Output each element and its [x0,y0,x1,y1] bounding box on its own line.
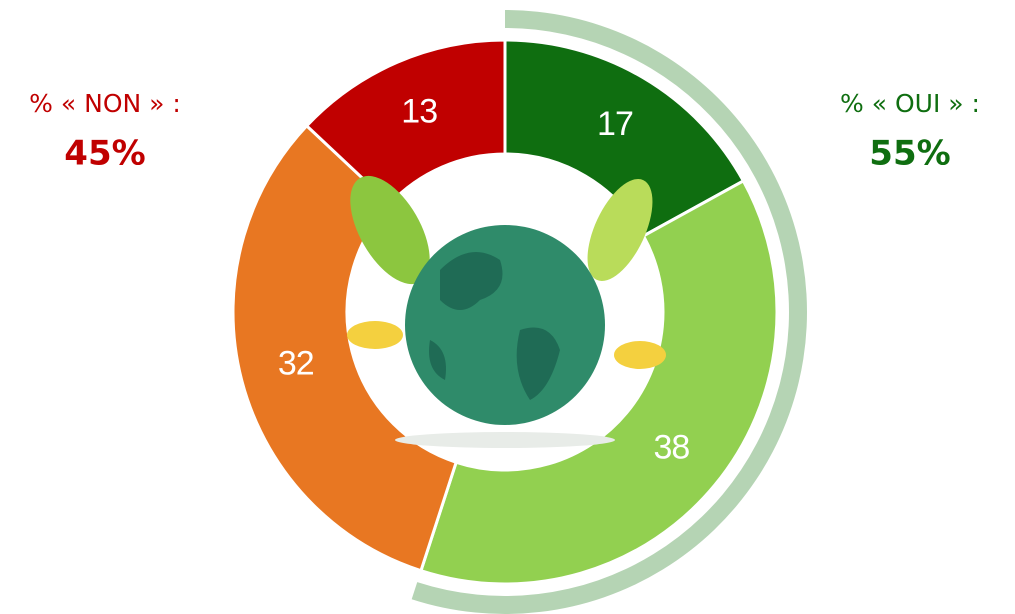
segment-label: 13 [401,93,437,131]
segment-label: 38 [654,429,690,467]
group-value: 55% [869,134,950,174]
group-label: % « OUI » : [840,89,980,118]
group-label: % « NON » : [29,89,181,118]
center-illustration [347,154,666,470]
segment-label: 32 [278,345,314,383]
segment-label: 17 [597,105,633,143]
group-value: 45% [64,134,145,174]
